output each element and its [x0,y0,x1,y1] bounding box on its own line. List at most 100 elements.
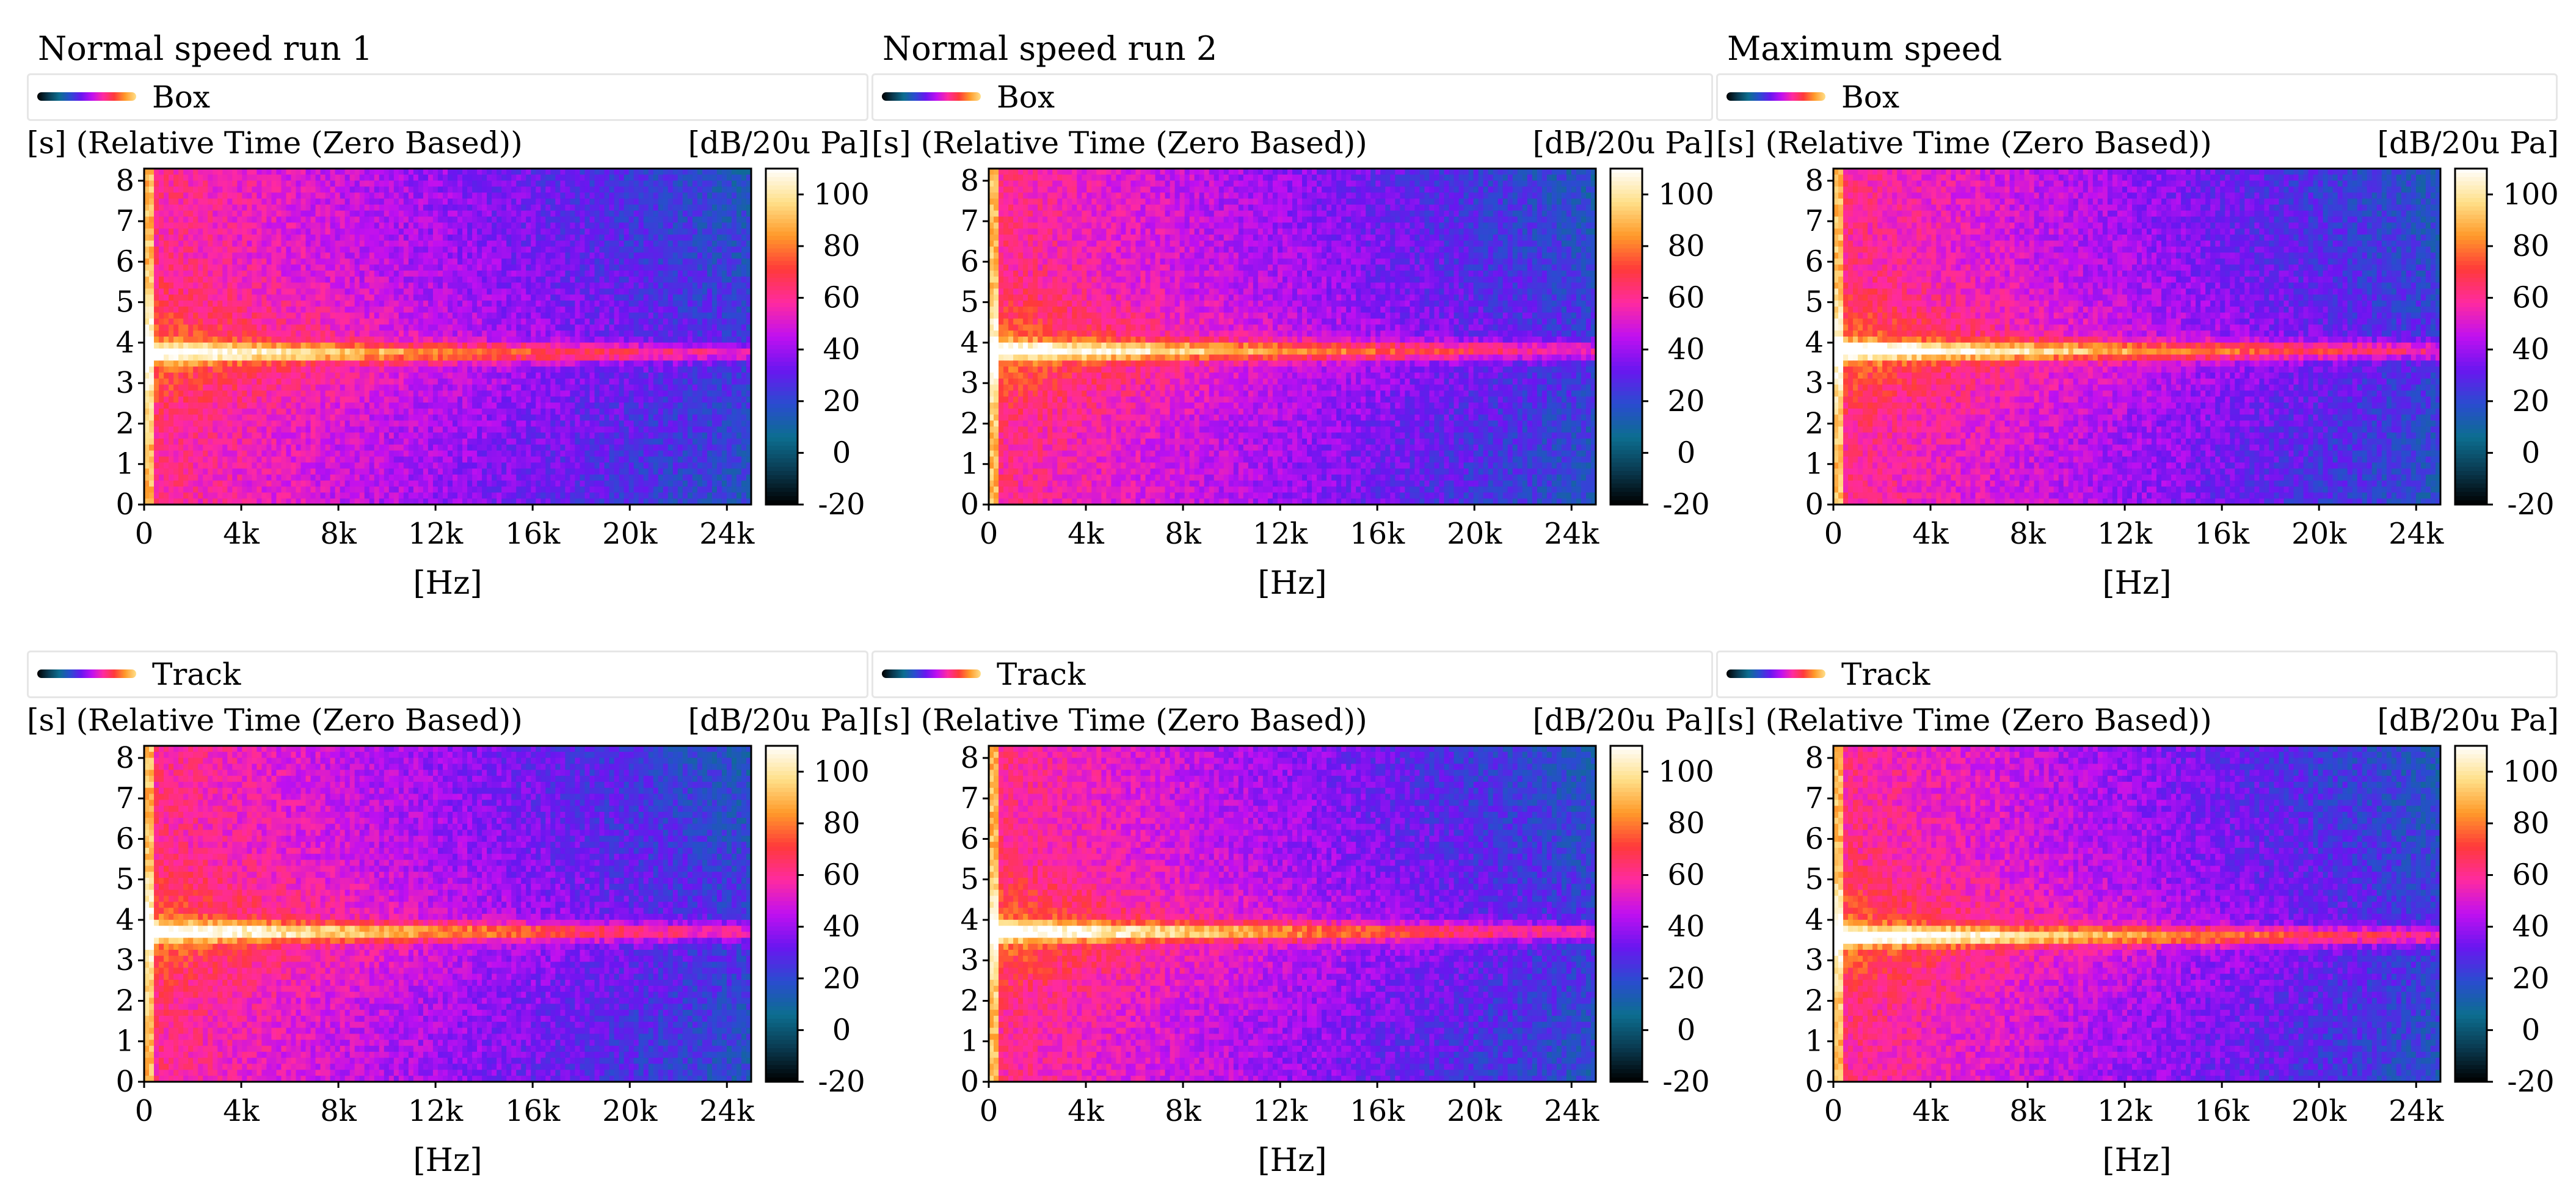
heatmap-cell [217,174,223,181]
heatmap-cell [584,330,591,337]
heatmap-cell [672,228,679,235]
heatmap-cell [550,396,556,403]
heatmap-cell [198,216,203,223]
heatmap-cell [487,235,492,241]
heatmap-cell [653,222,659,229]
heatmap-cell [384,342,390,349]
heatmap-cell [291,199,297,205]
heatmap-cell [506,252,512,259]
heatmap-cell [721,169,727,175]
heatmap-cell [746,301,752,307]
heatmap-cell [531,396,536,403]
heatmap-cell [188,270,194,277]
heatmap-cell [442,228,448,235]
heatmap-cell [633,330,639,337]
heatmap-cell [467,390,473,397]
heatmap-cell [453,252,458,259]
heatmap-cell [531,186,536,193]
heatmap-cell [164,276,169,283]
heatmap-cell [247,228,252,235]
heatmap-cell [702,342,708,349]
heatmap-cell [741,354,747,361]
heatmap-cell [511,348,517,356]
heatmap-cell [526,258,531,265]
heatmap-cell [609,288,615,295]
heatmap-cell [746,252,752,259]
heatmap-cell [379,330,385,337]
heatmap-cell [521,169,526,175]
heatmap-cell [257,360,262,367]
heatmap-cell [711,403,718,409]
heatmap-cell [291,378,297,385]
heatmap-cell [565,252,571,259]
heatmap-cell [359,258,365,265]
heatmap-cell [315,403,321,409]
heatmap-cell [310,337,316,343]
heatmap-cell [257,252,262,259]
heatmap-cell [144,192,150,199]
heatmap-cell [741,372,747,379]
heatmap-cell [521,174,526,181]
heatmap-cell [203,222,208,229]
heatmap-cell [555,174,561,181]
heatmap-cell [315,372,321,379]
heatmap-cell [208,270,213,277]
heatmap-cell [511,264,517,271]
heatmap-cell [428,294,434,301]
heatmap-cell [276,276,282,283]
heatmap-cell [384,318,390,325]
heatmap-cell [208,301,213,307]
heatmap-cell [716,180,722,188]
heatmap-cell [472,228,478,235]
heatmap-cell [208,276,213,283]
heatmap-cell [266,246,272,253]
heatmap-cell [633,180,639,188]
heatmap-cell [482,324,487,331]
heatmap-cell [354,312,360,319]
heatmap-cell [261,390,267,397]
heatmap-cell [330,318,336,325]
heatmap-cell [687,282,693,290]
heatmap-cell [746,288,752,295]
heatmap-cell [310,354,316,361]
heatmap-cell [580,180,586,188]
heatmap-cell [149,282,155,290]
heatmap-cell [178,288,184,295]
heatmap-cell [746,186,752,193]
heatmap-cell [159,228,164,235]
heatmap-cell [330,348,336,356]
heatmap-cell [648,222,654,229]
heatmap-cell [487,324,492,331]
heatmap-cell [609,294,615,301]
heatmap-cell [487,330,492,337]
heatmap-cell [511,288,517,295]
heatmap-cell [511,342,517,349]
heatmap-cell [536,228,541,235]
heatmap-cell [453,324,458,331]
heatmap-cell [208,306,213,313]
heatmap-cell [653,169,659,175]
heatmap-cell [340,312,346,319]
heatmap-cell [232,258,238,265]
heatmap-cell [232,246,238,253]
heatmap-cell [555,342,561,349]
heatmap-cell [516,240,522,247]
heatmap-cell [565,222,571,229]
heatmap-cell [682,384,688,391]
heatmap-cell [726,240,732,247]
heatmap-cell [653,186,659,193]
heatmap-cell [296,282,302,290]
heatmap-cell [428,348,434,356]
heatmap-cell [716,228,722,235]
heatmap-cell [213,192,218,199]
heatmap-cell [335,288,341,295]
heatmap-cell [672,403,679,409]
heatmap-cell [472,348,478,356]
heatmap-cell [217,282,223,290]
heatmap-cell [188,246,194,253]
heatmap-cell [173,222,179,229]
heatmap-cell [721,199,727,205]
heatmap-cell [432,294,438,301]
heatmap-cell [178,408,184,415]
heatmap-cell [682,258,688,265]
